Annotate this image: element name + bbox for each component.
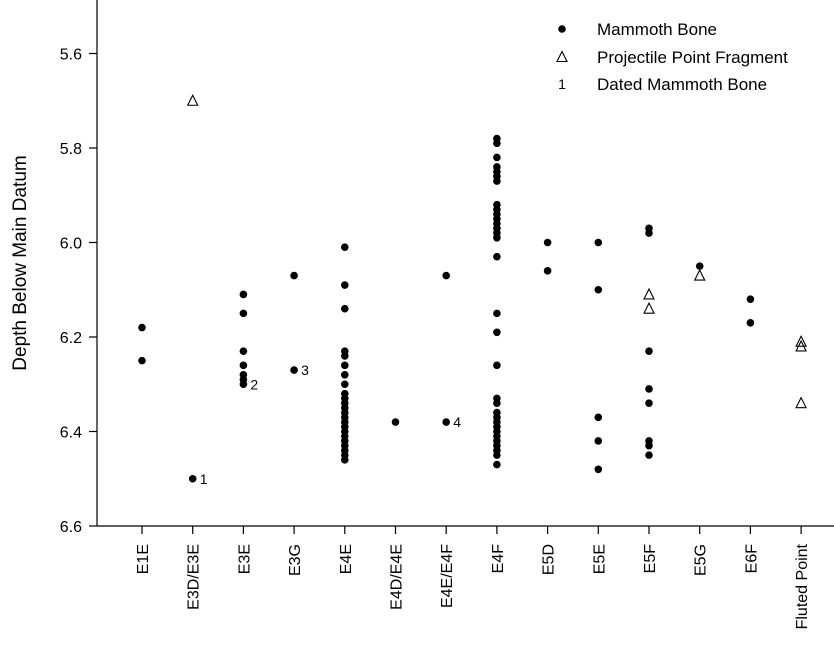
mammoth-bone-point (341, 243, 349, 252)
mammoth-bone-point (493, 399, 501, 407)
mammoth-bone-point (341, 352, 349, 360)
data-points: 1 2 3 4 (138, 94, 807, 487)
mammoth-bone-point (239, 309, 248, 318)
mammoth-bone-point (645, 347, 653, 355)
x-tick-label: E3D/E3E (186, 544, 203, 610)
x-tick-label: E5D (541, 544, 558, 575)
y-tick-label: 6.4 (60, 425, 82, 442)
legend-projectile-symbol (556, 50, 568, 63)
mammoth-bone-point (493, 460, 501, 469)
y-axis-title: Depth Below Main Datum (10, 155, 31, 370)
mammoth-bone-point (341, 304, 349, 313)
mammoth-bone-point (493, 252, 501, 261)
x-tick-label: E3G (287, 544, 304, 576)
x-tick-label: E5E (591, 544, 608, 574)
mammoth-bone-point (493, 177, 501, 185)
x-axis-ticks: E1E E3D/E3E E3E E3G E4E E4D/E4E E4E/E4F E4F E5D E… (135, 526, 811, 629)
y-tick-label: 6.2 (60, 330, 82, 347)
legend-dated-symbol: 1 (558, 76, 566, 92)
mammoth-bone-point (442, 418, 451, 426)
mammoth-bone-point (594, 437, 603, 445)
x-tick-label: E6F (743, 544, 760, 574)
mammoth-bone-point (341, 380, 349, 389)
mammoth-bone-point (442, 271, 451, 280)
legend-dated-label: Dated Mammoth Bone (597, 75, 767, 94)
x-tick-label: E4D/E4E (389, 544, 406, 610)
dated-bone-label: 2 (250, 376, 258, 392)
mammoth-bone-point (239, 290, 248, 299)
dated-bone-label: 4 (453, 414, 461, 430)
mammoth-bone-point (188, 474, 197, 483)
mammoth-bone-point (493, 139, 501, 148)
mammoth-bone-point (493, 309, 501, 318)
mammoth-bone-point (645, 229, 653, 237)
y-tick-label: 6.0 (60, 236, 82, 253)
legend-mammoth-bone-symbol (558, 25, 566, 33)
mammoth-bone-point (645, 441, 653, 450)
x-tick-label: E4E (338, 544, 355, 574)
mammoth-bone-point (645, 385, 653, 393)
mammoth-bone-point (138, 356, 146, 365)
mammoth-bone-point (290, 271, 298, 280)
mammoth-bone-point (239, 347, 248, 355)
mammoth-bone-point (746, 295, 755, 304)
legend-projectile-label: Projectile Point Fragment (597, 48, 788, 67)
mammoth-bone-point (341, 371, 349, 379)
mammoth-bone-point (493, 233, 501, 242)
mammoth-bone-point (493, 328, 501, 337)
projectile-point-marker (795, 334, 807, 347)
y-tick-label: 5.6 (60, 47, 82, 64)
mammoth-bone-point (594, 413, 603, 422)
mammoth-bone-point (239, 380, 248, 389)
mammoth-bone-point (239, 361, 248, 370)
dated-bone-label: 3 (301, 362, 309, 378)
x-tick-label: E3E (236, 544, 253, 574)
plot-frame (96, 0, 834, 527)
mammoth-bone-point (695, 262, 704, 270)
projectile-point-marker (795, 396, 807, 409)
x-tick-label: E5G (693, 544, 710, 576)
projectile-point-marker (693, 268, 706, 281)
projectile-point-marker (643, 301, 655, 314)
mammoth-bone-point (594, 238, 603, 247)
mammoth-bone-point (341, 281, 349, 289)
mammoth-bone-point (746, 319, 755, 327)
y-tick-label: 5.8 (60, 141, 82, 158)
mammoth-bone-point (341, 456, 349, 464)
y-axis-ticks: 5.6 5.8 6.0 6.2 6.4 6.6 (60, 47, 97, 536)
mammoth-bone-point (543, 238, 552, 247)
mammoth-bone-point (391, 418, 400, 426)
mammoth-bone-point (645, 451, 653, 459)
mammoth-bone-point (594, 465, 603, 474)
y-tick-label: 6.6 (60, 519, 82, 536)
x-tick-label: Fluted Point (794, 543, 811, 629)
mammoth-bone-point (290, 366, 298, 374)
dated-bone-label: 1 (200, 471, 208, 487)
mammoth-bone-point (493, 361, 501, 370)
mammoth-bone-point (138, 323, 146, 332)
projectile-point-marker (643, 287, 655, 300)
mammoth-bone-point (645, 399, 653, 407)
mammoth-bone-point (543, 267, 552, 275)
x-tick-label: E5F (642, 544, 659, 574)
mammoth-bone-point (341, 361, 349, 370)
x-tick-label: E1E (135, 544, 152, 574)
mammoth-bone-point (493, 153, 501, 162)
x-tick-label: E4E/E4F (439, 544, 456, 608)
projectile-point-marker (795, 339, 807, 352)
legend: Mammoth Bone Projectile Point Fragment 1 Da… (556, 20, 788, 94)
projectile-point-marker (186, 94, 199, 106)
mammoth-bone-point (493, 451, 501, 459)
x-tick-label: E4F (490, 544, 507, 574)
legend-mammoth-bone-label: Mammoth Bone (597, 20, 717, 39)
mammoth-bone-point (594, 285, 603, 294)
